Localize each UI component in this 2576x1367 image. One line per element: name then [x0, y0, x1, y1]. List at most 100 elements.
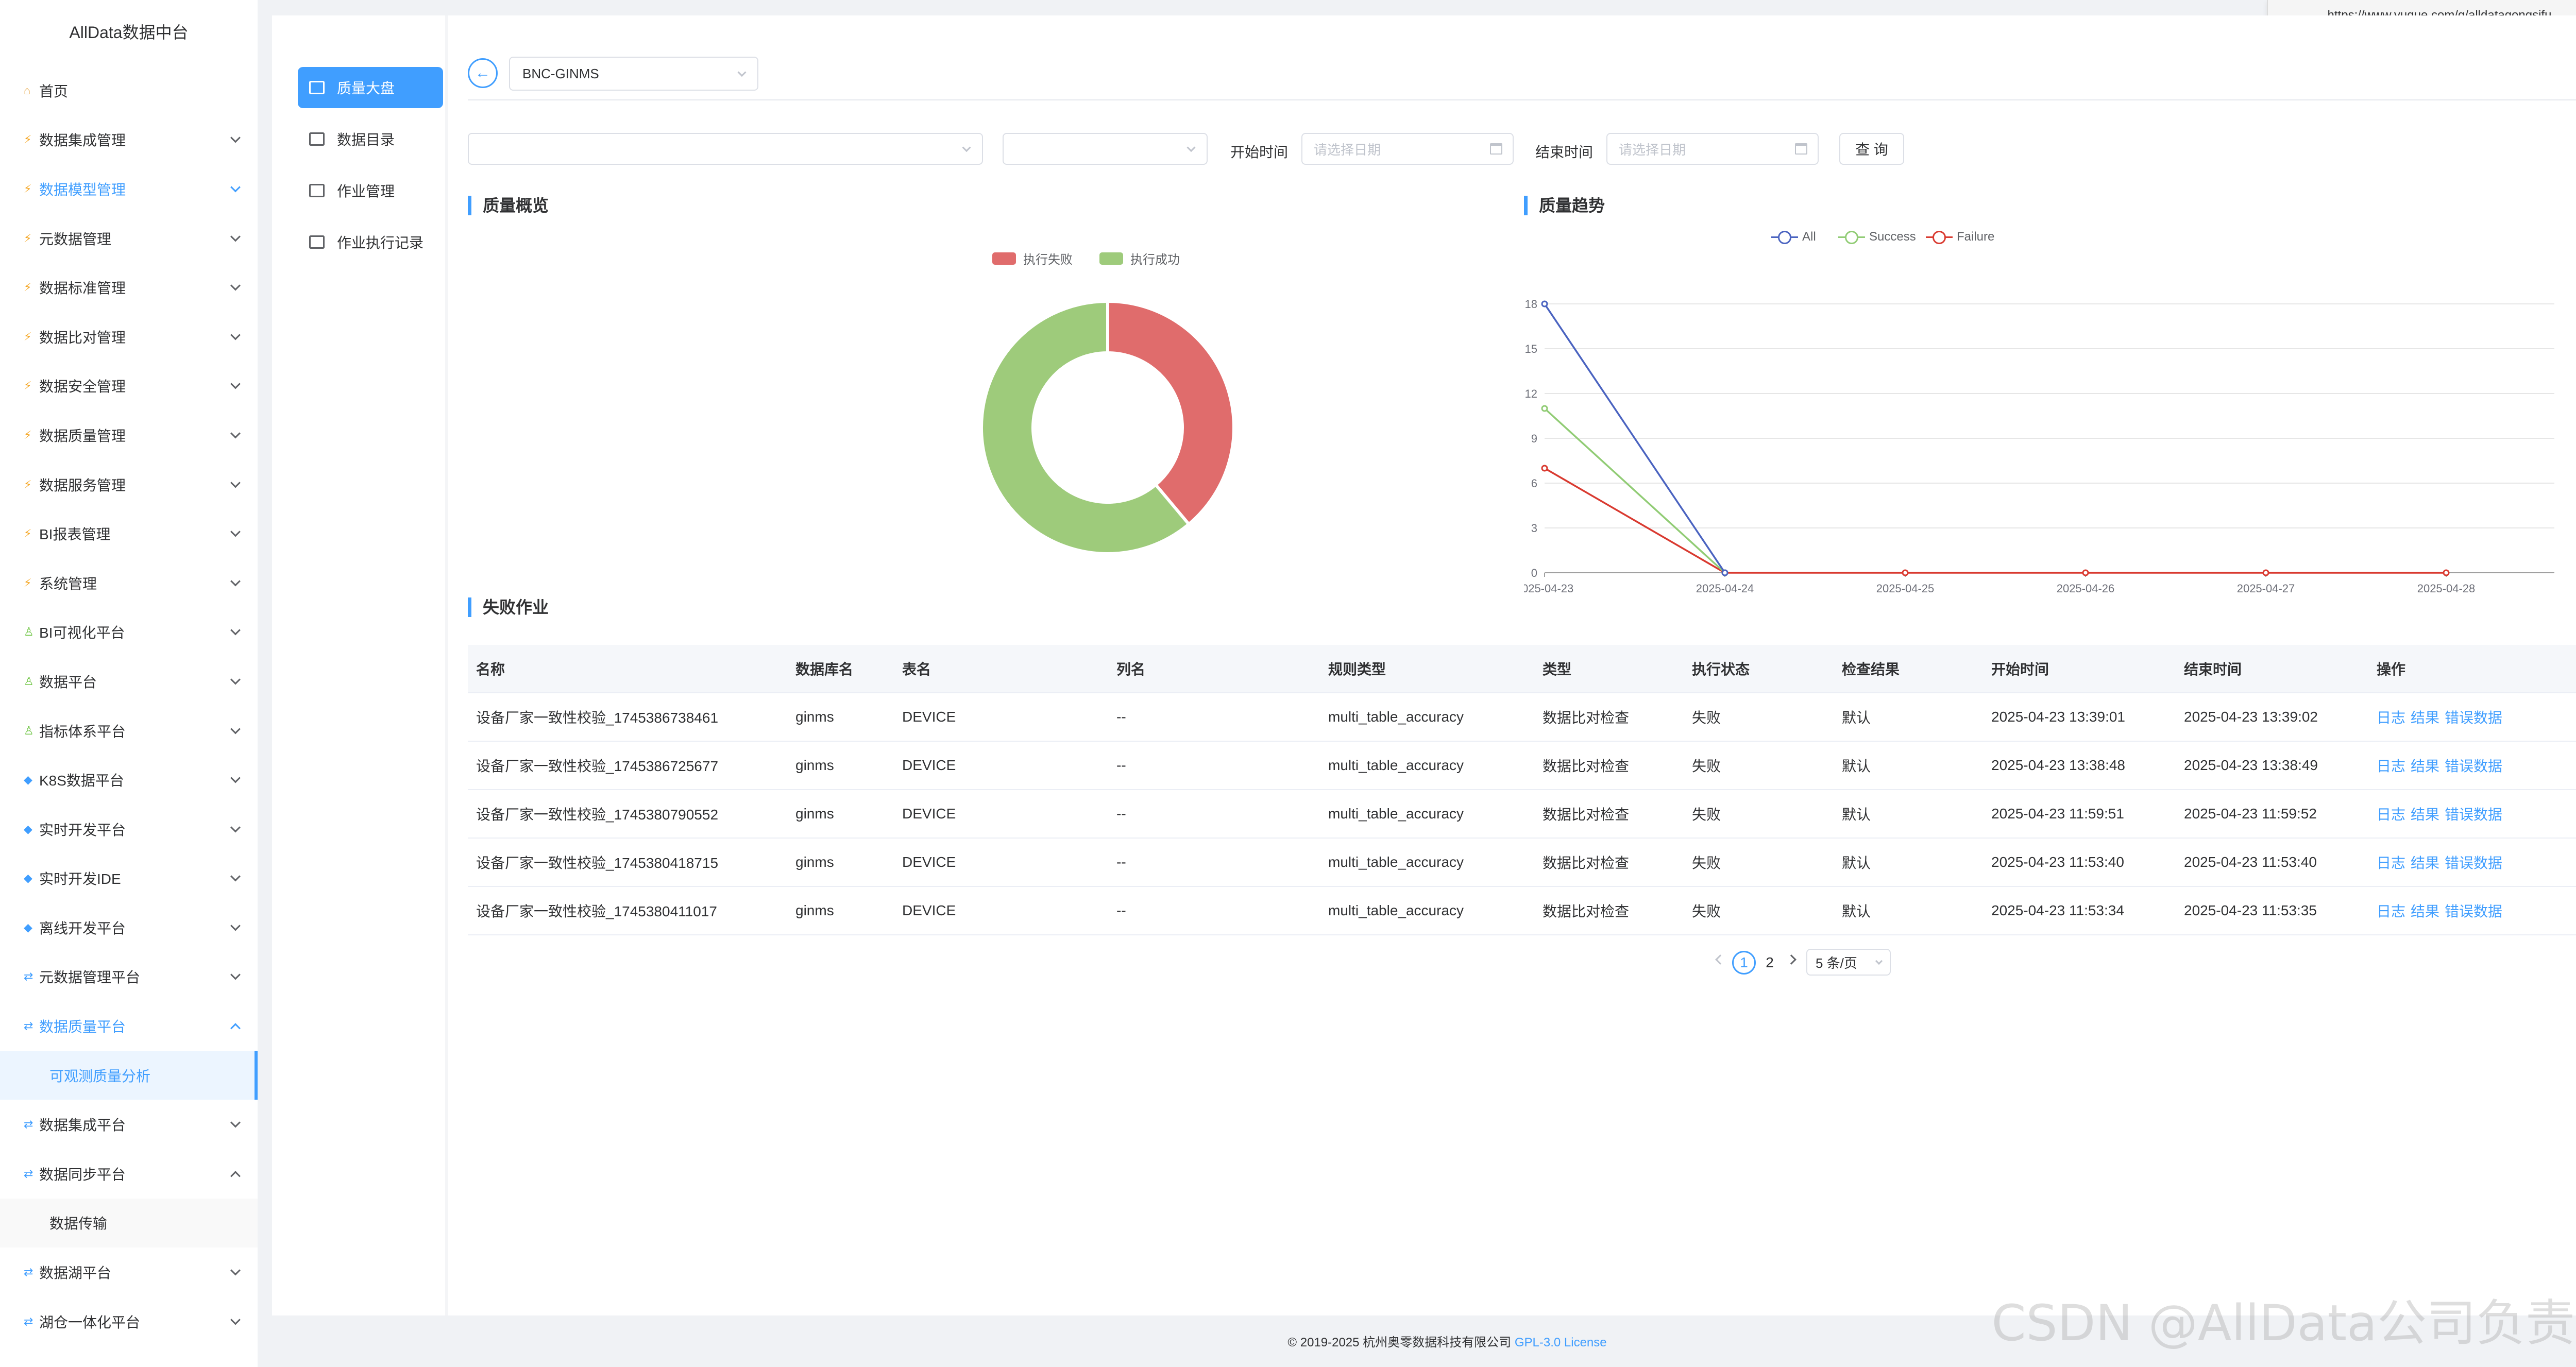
- prev-page-icon[interactable]: [1715, 954, 1725, 965]
- table-cell: 2025-04-23 11:53:35: [2184, 902, 2317, 918]
- sidebar-item-bi-visual[interactable]: ♙ BI可视化平台: [0, 608, 258, 657]
- subnav-job-management[interactable]: 作业管理: [298, 170, 443, 211]
- bolt-icon: ⚡: [24, 281, 32, 294]
- filter-select-1[interactable]: [468, 133, 983, 165]
- table-cell: 2025-04-23 13:39:01: [1991, 709, 2125, 725]
- result-link[interactable]: 结果: [2411, 903, 2440, 919]
- error-data-link[interactable]: 错误数据: [2445, 903, 2503, 919]
- license-link[interactable]: GPL-3.0 License: [1514, 1336, 1607, 1349]
- sidebar-item-data-standard[interactable]: ⚡ 数据标准管理: [0, 263, 258, 312]
- chevron-down-icon: [230, 526, 241, 537]
- log-link[interactable]: 日志: [2377, 710, 2406, 726]
- sidebar-item-offline-dev[interactable]: ◆ 离线开发平台: [0, 903, 258, 952]
- swap-icon: ⇄: [24, 1118, 33, 1131]
- subnav-job-records[interactable]: 作业执行记录: [298, 221, 443, 263]
- app-title: AllData数据中台: [69, 23, 189, 42]
- sidebar-item-metrics[interactable]: ♙ 指标体系平台: [0, 706, 258, 756]
- subnav-quality-dashboard[interactable]: 质量大盘: [298, 67, 443, 108]
- sidebar-item-data-quality[interactable]: ⚡ 数据质量管理: [0, 411, 258, 460]
- sidebar-item-realtime-ide[interactable]: ◆ 实时开发IDE: [0, 854, 258, 903]
- legend-success[interactable]: 执行成功: [1099, 249, 1180, 267]
- query-button[interactable]: 查 询: [1839, 133, 1904, 165]
- result-link[interactable]: 结果: [2411, 758, 2440, 774]
- error-data-link[interactable]: 错误数据: [2445, 710, 2503, 726]
- log-link[interactable]: 日志: [2377, 855, 2406, 871]
- sidebar-item-bi-report[interactable]: ⚡ BI报表管理: [0, 509, 258, 558]
- data-point: [2082, 569, 2089, 576]
- sidebar-item-sync-platform[interactable]: ⇄ 数据同步平台: [0, 1149, 258, 1199]
- log-link[interactable]: 日志: [2377, 903, 2406, 919]
- sidebar-item-quality-platform[interactable]: ⇄ 数据质量平台: [0, 1001, 258, 1051]
- sidebar-item-label: 数据平台: [39, 674, 97, 690]
- data-point: [1721, 569, 1728, 576]
- sidebar-item-system[interactable]: ⚡ 系统管理: [0, 558, 258, 608]
- table-cell: 设备厂家一致性校验_1745380790552: [476, 807, 719, 823]
- sidebar-item-realtime-dev[interactable]: ◆ 实时开发平台: [0, 805, 258, 854]
- sidebar-item-label: K8S数据平台: [39, 773, 124, 789]
- log-link[interactable]: 日志: [2377, 758, 2406, 774]
- table-cell: 2025-04-23 11:59:52: [2184, 806, 2317, 822]
- sidebar-item-data-platform[interactable]: ♙ 数据平台: [0, 657, 258, 706]
- page-size-select[interactable]: 5 条/页: [1806, 949, 1891, 976]
- page-1[interactable]: 1: [1732, 951, 1756, 975]
- column-header: 开始时间: [1991, 661, 2049, 677]
- end-date-input[interactable]: 请选择日期: [1606, 133, 1819, 165]
- legend-failed[interactable]: 执行失败: [992, 249, 1073, 267]
- legend-failure-line[interactable]: Failure: [1926, 230, 1994, 244]
- catalog-icon: [309, 132, 325, 146]
- page-2[interactable]: 2: [1766, 954, 1774, 970]
- sidebar-subitem-data-transfer[interactable]: 数据传输: [0, 1198, 258, 1248]
- sidebar-item-data-compare[interactable]: ⚡ 数据比对管理: [0, 312, 258, 362]
- datasource-select[interactable]: BNC-GINMS: [509, 57, 758, 91]
- sidebar-item-data-model[interactable]: ⚡ 数据模型管理: [0, 164, 258, 214]
- bolt-icon: ⚡: [24, 379, 32, 392]
- sidebar-item-data-service[interactable]: ⚡ 数据服务管理: [0, 460, 258, 509]
- sidebar-item-datalake[interactable]: ⇄ 数据湖平台: [0, 1248, 258, 1297]
- sidebar-item-integration-platform[interactable]: ⇄ 数据集成平台: [0, 1100, 258, 1149]
- sidebar-item-label: 离线开发平台: [39, 920, 126, 936]
- sidebar-item-metadata[interactable]: ⚡ 元数据管理: [0, 214, 258, 263]
- content-card: 质量大盘 数据目录 作业管理 作业执行记录 ← BNC-GINMS 开始时间 请…: [272, 15, 2576, 1315]
- error-data-link[interactable]: 错误数据: [2445, 758, 2503, 774]
- sidebar-menu: ⌂ 首页 ⚡ 数据集成管理 ⚡ 数据模型管理 ⚡ 元数据管理 ⚡ 数据标准管理 ⚡ 数据比对…: [0, 66, 258, 1346]
- result-link[interactable]: 结果: [2411, 807, 2440, 823]
- next-page-icon[interactable]: [1786, 954, 1797, 965]
- sidebar-item-metadata-platform[interactable]: ⇄ 元数据管理平台: [0, 952, 258, 1002]
- chevron-down-icon: [230, 379, 241, 389]
- chevron-down-icon: [230, 920, 241, 931]
- table-cell: multi_table_accuracy: [1328, 902, 1464, 918]
- legend-all[interactable]: All: [1771, 230, 1816, 244]
- legend-success-line[interactable]: Success: [1838, 230, 1916, 244]
- sidebar-item-label: 可观测质量分析: [49, 1068, 151, 1084]
- back-button[interactable]: ←: [468, 58, 498, 88]
- table-cell: multi_table_accuracy: [1328, 757, 1464, 773]
- chevron-down-icon: [230, 182, 241, 193]
- gem-icon: ◆: [24, 920, 32, 934]
- subnav-data-catalog[interactable]: 数据目录: [298, 118, 443, 160]
- subnav-label: 质量大盘: [337, 80, 395, 96]
- sidebar-item-lakehouse[interactable]: ⇄ 湖仓一体化平台: [0, 1297, 258, 1346]
- filter-select-2[interactable]: [1003, 133, 1208, 165]
- list-icon: [309, 184, 325, 197]
- error-data-link[interactable]: 错误数据: [2445, 807, 2503, 823]
- log-link[interactable]: 日志: [2377, 807, 2406, 823]
- quality-trend-chart: 0 3 6 9 12 15 18 2025-04-23 2025-04-24 2025-04-25…: [1524, 298, 2554, 595]
- result-link[interactable]: 结果: [2411, 710, 2440, 726]
- sidebar-item-k8s[interactable]: ◆ K8S数据平台: [0, 755, 258, 805]
- x-tick-label: 2025-04-24: [1696, 582, 1754, 595]
- swap-icon: ⇄: [24, 1167, 33, 1180]
- calendar-icon: [1795, 143, 1807, 155]
- sidebar-item-data-integration[interactable]: ⚡ 数据集成管理: [0, 115, 258, 165]
- start-date-input[interactable]: 请选择日期: [1301, 133, 1514, 165]
- table-cell: multi_table_accuracy: [1328, 709, 1464, 725]
- x-tick-label: 2025-04-28: [2417, 582, 2476, 595]
- sidebar-item-home[interactable]: ⌂ 首页: [0, 66, 258, 115]
- result-link[interactable]: 结果: [2411, 855, 2440, 871]
- error-data-link[interactable]: 错误数据: [2445, 855, 2503, 871]
- sidebar-subitem-observable-quality[interactable]: 可观测质量分析: [0, 1050, 258, 1100]
- gem-icon: ◆: [24, 773, 32, 787]
- subnav-label: 作业管理: [337, 183, 395, 199]
- slice-failed: [1106, 300, 1235, 526]
- start-time-label: 开始时间: [1230, 144, 1289, 160]
- sidebar-item-data-security[interactable]: ⚡ 数据安全管理: [0, 362, 258, 411]
